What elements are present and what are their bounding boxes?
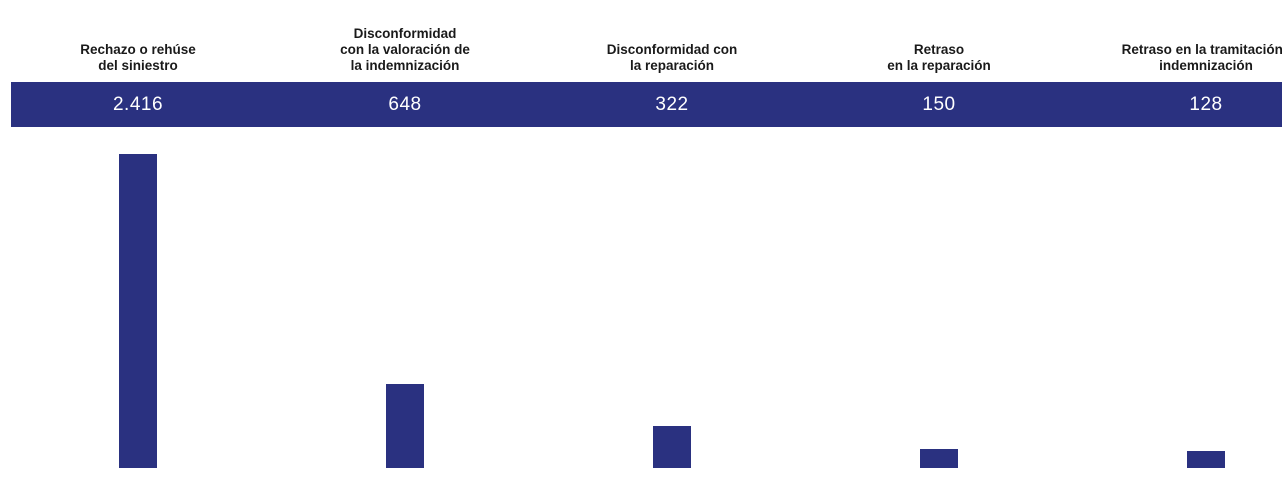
category-label: Disconformidad con la valoración de la i…	[272, 0, 539, 78]
value-label: 2.416	[112, 93, 164, 115]
bar	[653, 426, 691, 468]
value-label: 322	[655, 93, 689, 115]
category-label-text: Disconformidad con la reparación	[606, 42, 738, 73]
category-label-text: Disconformidad con la valoración de la i…	[340, 26, 470, 73]
category-label-text: Retraso en la tramitación / indemnizació…	[1121, 42, 1282, 73]
bar	[119, 154, 157, 468]
bar	[1187, 451, 1225, 468]
category-label: Disconformidad con la reparación	[539, 0, 806, 78]
category-label-text: Retraso en la reparación	[887, 42, 991, 73]
category-label-text: Rechazo o rehúse del siniestro	[80, 42, 196, 73]
category-label: Retraso en la tramitación / indemnizació…	[1073, 0, 1282, 78]
value-label: 150	[922, 93, 956, 115]
category-label: Rechazo o rehúse del siniestro	[5, 0, 272, 78]
value-label: 648	[388, 93, 422, 115]
value-label: 128	[1189, 93, 1223, 115]
category-label: Retraso en la reparación	[806, 0, 1073, 78]
values-band	[11, 82, 1282, 127]
bar	[920, 449, 958, 468]
bar	[386, 384, 424, 468]
